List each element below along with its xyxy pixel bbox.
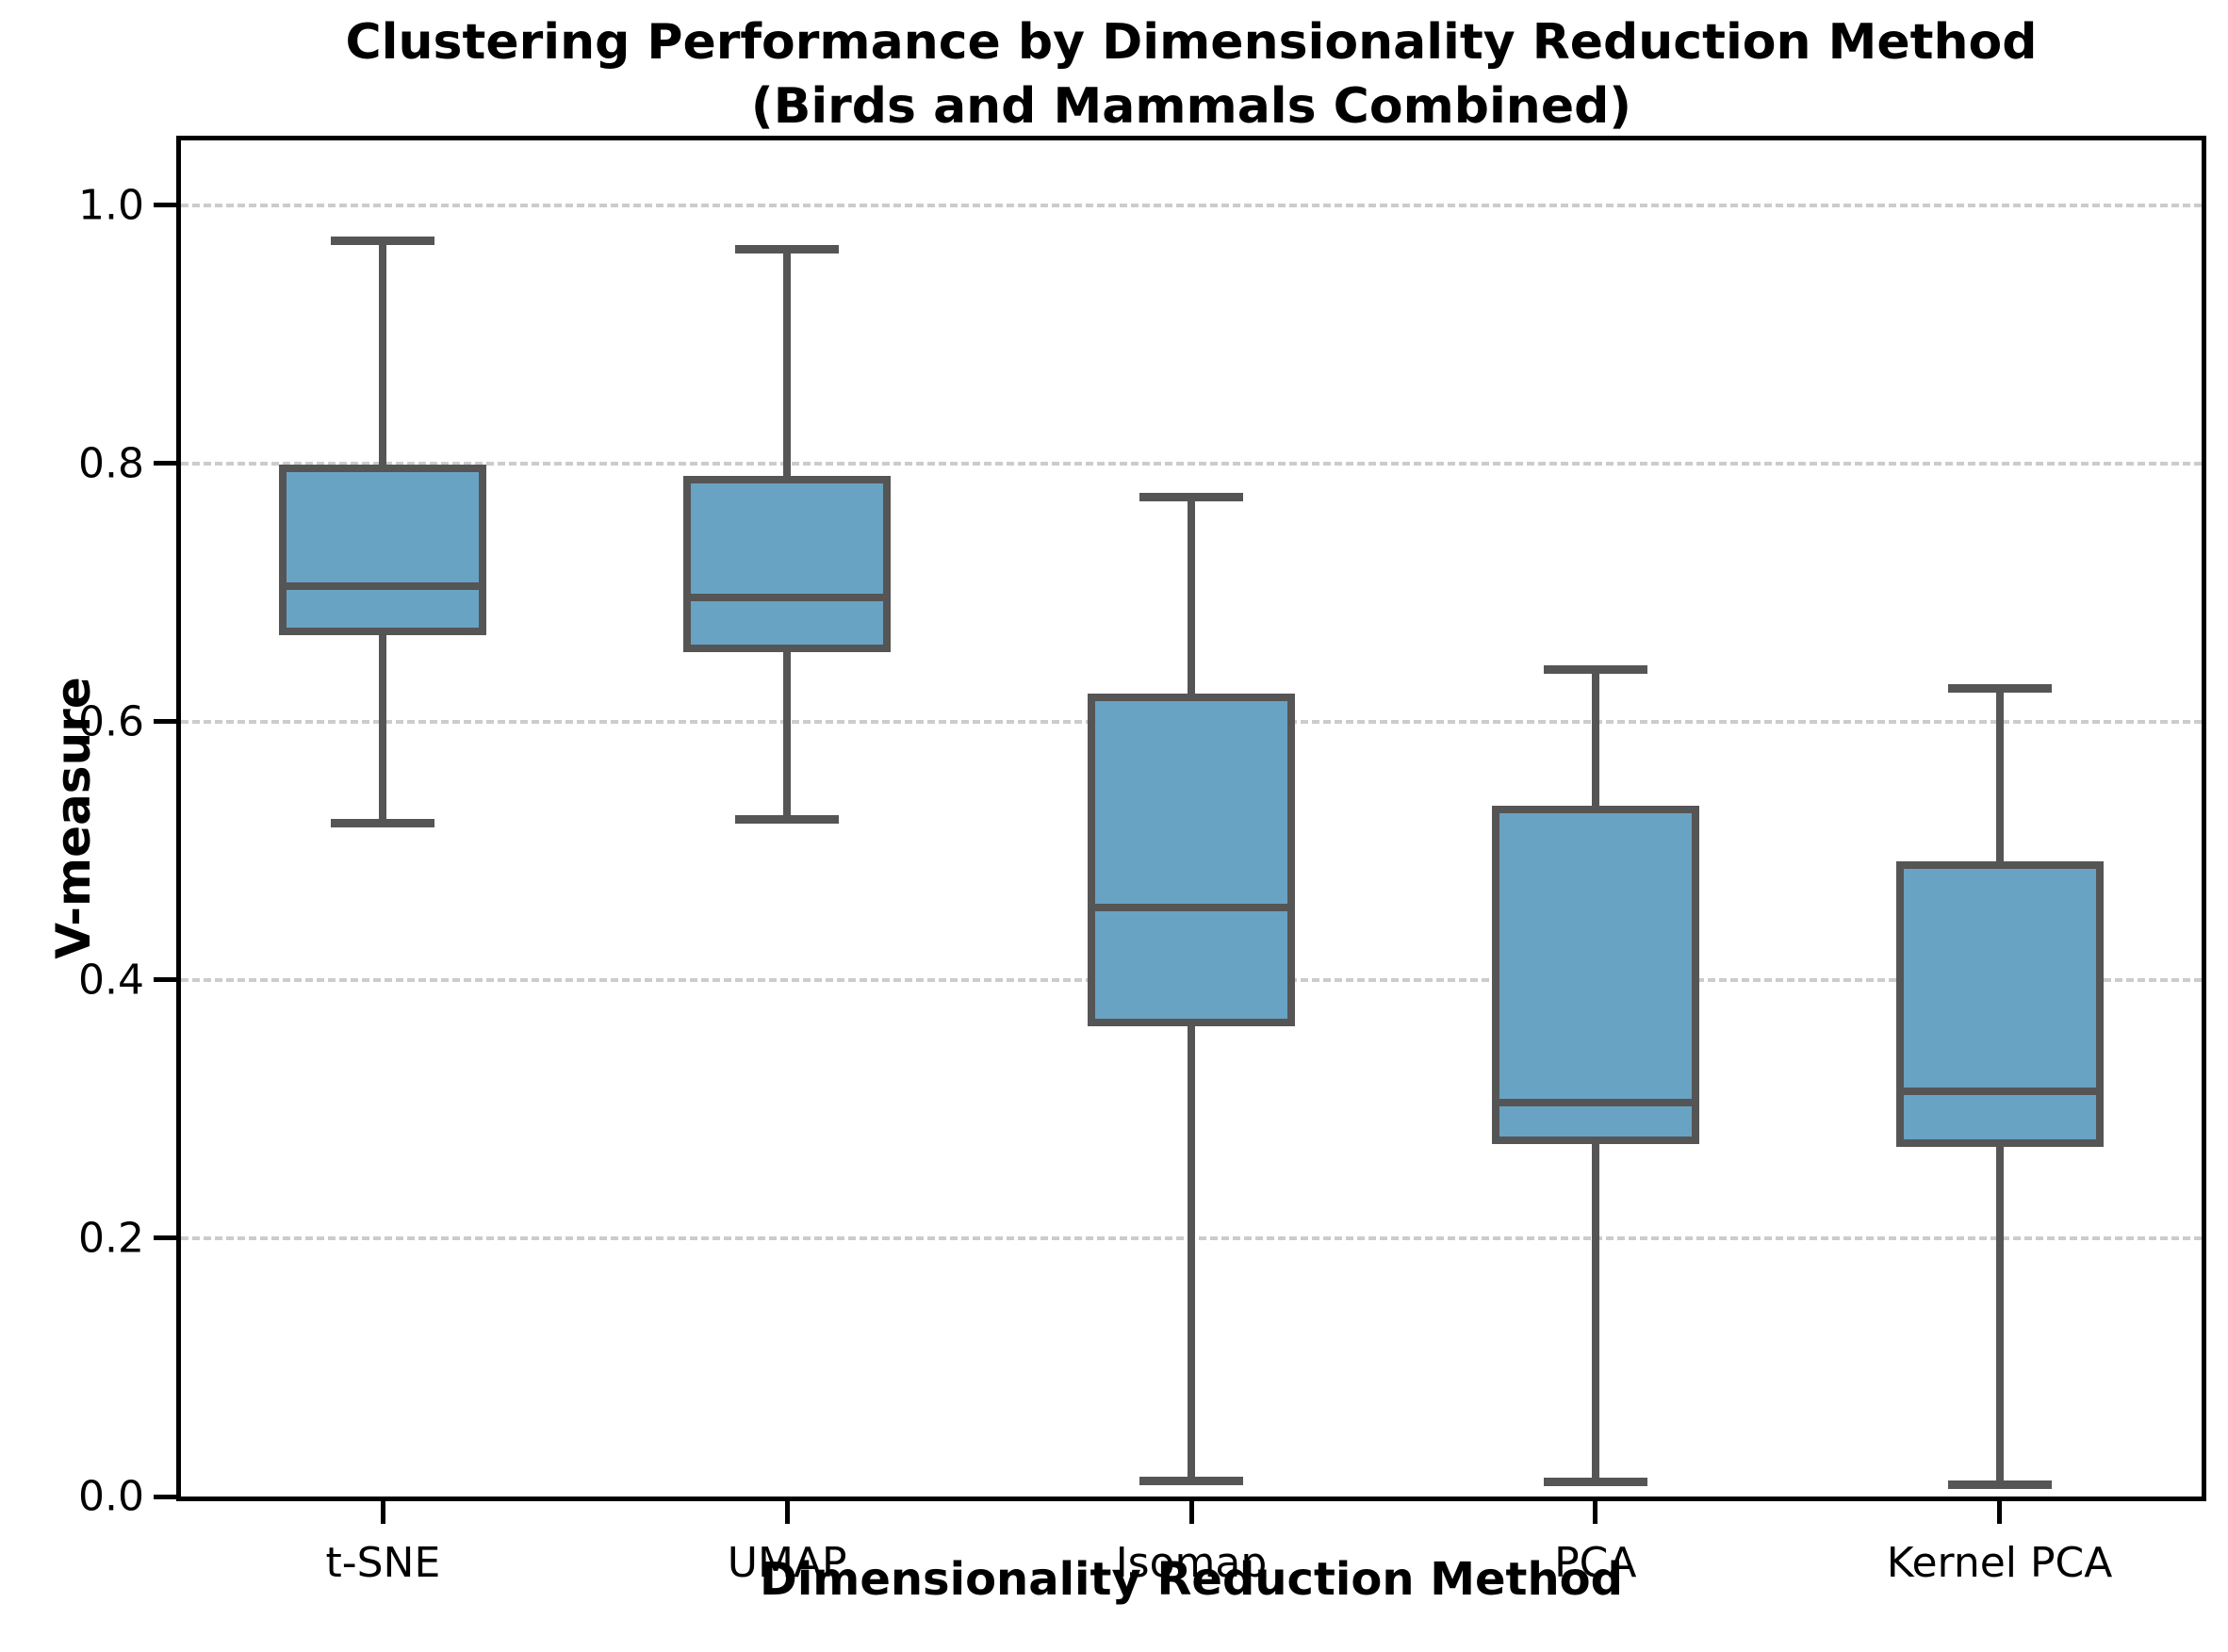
y-tick-label-0.4: 0.4	[78, 956, 144, 1005]
whisker-cap-bottom	[1947, 1480, 2052, 1490]
y-tick-mark-0.4	[154, 977, 176, 983]
whisker-upper	[379, 240, 387, 465]
x-tick-label-t-SNE: t-SNE	[325, 1539, 441, 1587]
y-tick-label-0.2: 0.2	[78, 1214, 144, 1263]
box-iqr	[279, 464, 487, 635]
y-tick-mark-0.0	[154, 1494, 176, 1499]
chart-title: Clustering Performance by Dimensionality…	[181, 11, 2202, 139]
median-line	[691, 594, 884, 602]
whisker-cap-bottom	[331, 819, 435, 828]
whisker-cap-bottom	[1139, 1477, 1243, 1486]
x-tick-label-Kernel PCA: Kernel PCA	[1886, 1539, 2113, 1587]
whisker-cap-bottom	[735, 815, 840, 825]
median-line	[1903, 1087, 2096, 1095]
chart-title-line-1: Clustering Performance by Dimensionality…	[345, 14, 2038, 71]
y-tick-mark-0.2	[154, 1235, 176, 1241]
whisker-lower	[379, 634, 387, 824]
whisker-lower	[1591, 1143, 1599, 1482]
whisker-cap-top	[735, 244, 840, 254]
whisker-upper	[1591, 669, 1599, 806]
gridline-y-1.0	[181, 203, 2202, 207]
box-iqr	[1088, 693, 1295, 1027]
y-tick-label-0.6: 0.6	[78, 697, 144, 746]
x-tick-mark-PCA	[1593, 1501, 1598, 1524]
whisker-cap-top	[1139, 492, 1243, 501]
x-tick-mark-Isomap	[1188, 1501, 1194, 1524]
y-tick-label-0.8: 0.8	[78, 439, 144, 488]
x-tick-label-UMAP: UMAP	[727, 1539, 847, 1587]
y-tick-mark-1.0	[154, 203, 176, 208]
whisker-upper	[1188, 497, 1195, 694]
whisker-lower	[1995, 1146, 2004, 1485]
y-tick-mark-0.6	[154, 719, 176, 725]
y-tick-label-0.0: 0.0	[78, 1472, 144, 1521]
whisker-cap-bottom	[1543, 1478, 1647, 1487]
box-iqr	[683, 476, 892, 652]
x-tick-label-Isomap: Isomap	[1115, 1539, 1268, 1587]
gridline-y-0.8	[181, 461, 2202, 466]
median-line	[1499, 1099, 1692, 1106]
x-tick-label-PCA: PCA	[1554, 1539, 1637, 1587]
whisker-lower	[783, 651, 792, 820]
whisker-cap-top	[331, 237, 435, 246]
median-line	[1095, 904, 1287, 912]
whisker-cap-top	[1543, 665, 1647, 675]
median-line	[287, 581, 480, 590]
plot-area	[176, 136, 2206, 1501]
x-tick-mark-Kernel PCA	[1997, 1501, 2003, 1524]
x-axis-label: Dimensionality Reduction Method	[760, 1553, 1623, 1606]
box-iqr	[1895, 860, 2104, 1147]
whisker-cap-top	[1947, 683, 2052, 693]
whisker-upper	[1995, 688, 2004, 861]
y-tick-label-1.0: 1.0	[78, 181, 144, 230]
y-tick-mark-0.8	[154, 461, 176, 466]
x-tick-mark-UMAP	[784, 1501, 790, 1524]
x-tick-mark-t-SNE	[380, 1501, 385, 1524]
whisker-lower	[1188, 1026, 1195, 1481]
whisker-upper	[783, 249, 792, 477]
chart-title-line-2: (Birds and Mammals Combined)	[750, 77, 1632, 135]
box-iqr	[1491, 805, 1699, 1144]
